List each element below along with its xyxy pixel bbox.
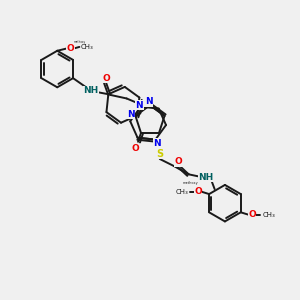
- Text: O: O: [67, 44, 74, 53]
- Text: O: O: [175, 158, 183, 166]
- Text: O: O: [248, 210, 256, 219]
- Text: O: O: [131, 144, 139, 153]
- Text: CH₃: CH₃: [262, 212, 275, 218]
- Text: N: N: [153, 139, 161, 148]
- Text: N: N: [145, 97, 152, 106]
- Text: CH₃: CH₃: [176, 189, 188, 195]
- Text: NH: NH: [83, 86, 98, 95]
- Text: CH₃: CH₃: [81, 44, 94, 50]
- Text: O: O: [194, 187, 202, 196]
- Text: methoxy: methoxy: [183, 181, 198, 185]
- Text: methoxy: methoxy: [73, 40, 86, 44]
- Text: N: N: [127, 110, 135, 119]
- Text: O: O: [102, 74, 110, 83]
- Text: N: N: [136, 101, 143, 110]
- Text: S: S: [156, 149, 164, 159]
- Text: NH: NH: [198, 173, 213, 182]
